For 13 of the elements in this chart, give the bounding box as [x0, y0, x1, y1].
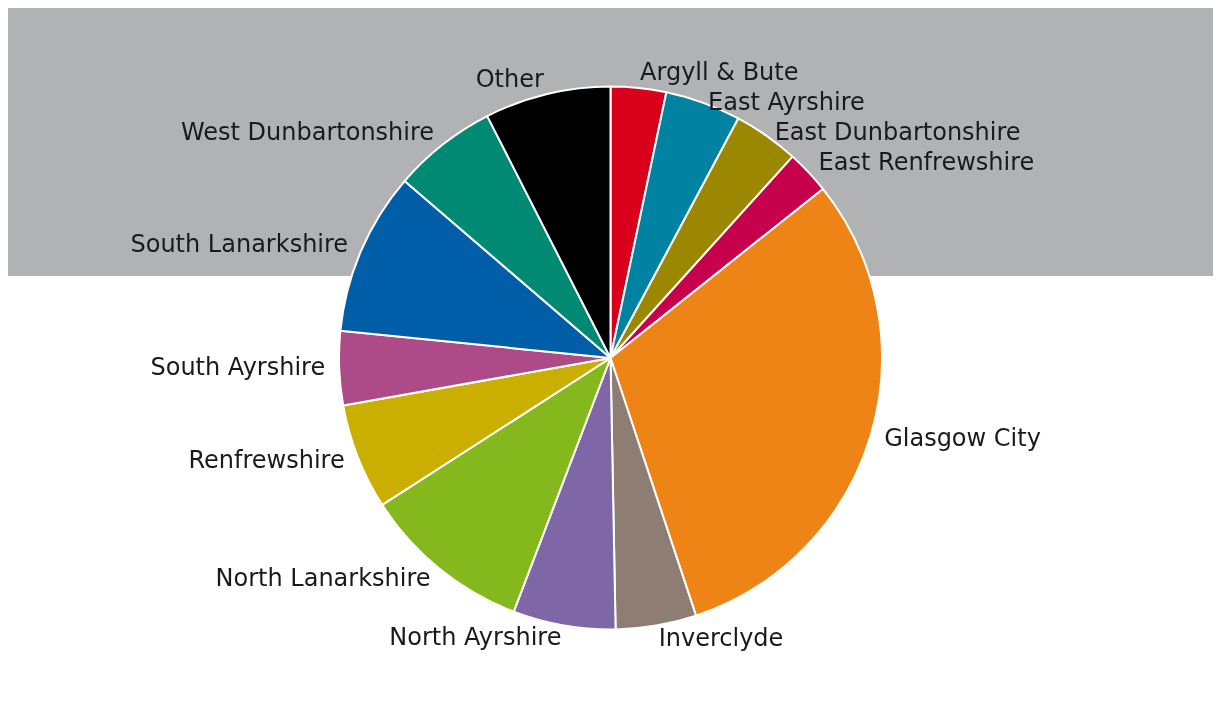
- slice-label: East Ayrshire: [708, 88, 865, 117]
- slice-label: North Lanarkshire: [215, 563, 431, 592]
- slice-label: Other: [475, 64, 544, 93]
- slice-label: Argyll & Bute: [640, 58, 799, 87]
- slice-label: East Renfrewshire: [818, 148, 1035, 177]
- slice-label: South Lanarkshire: [130, 229, 349, 258]
- slice-label: West Dunbartonshire: [180, 117, 435, 146]
- slice-label: North Ayrshire: [389, 623, 562, 652]
- slice-label: Inverclyde: [658, 623, 784, 652]
- slice-label: East Dunbartonshire: [774, 118, 1021, 147]
- slice-label: South Ayrshire: [150, 352, 326, 381]
- slice-label: Renfrewshire: [188, 446, 345, 475]
- slice-label: Glasgow City: [884, 423, 1041, 452]
